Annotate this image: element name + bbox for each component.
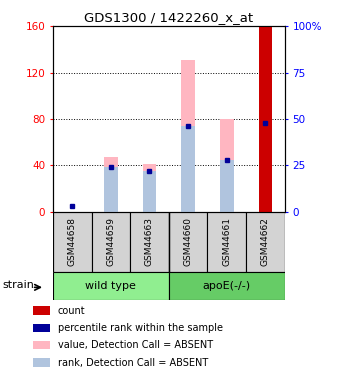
Text: value, Detection Call = ABSENT: value, Detection Call = ABSENT bbox=[58, 340, 213, 350]
Bar bbox=[91, 212, 130, 272]
Bar bbox=[143, 171, 156, 212]
Bar bbox=[33, 306, 50, 315]
Bar bbox=[169, 272, 285, 300]
Bar bbox=[220, 119, 234, 212]
Bar bbox=[207, 212, 246, 272]
Text: strain: strain bbox=[3, 279, 34, 290]
Bar bbox=[220, 160, 234, 212]
Bar bbox=[246, 212, 285, 272]
Bar bbox=[53, 272, 169, 300]
Text: GSM44662: GSM44662 bbox=[261, 217, 270, 266]
Bar bbox=[181, 60, 195, 212]
Text: GSM44659: GSM44659 bbox=[106, 217, 115, 266]
Text: GSM44660: GSM44660 bbox=[183, 217, 193, 266]
Bar bbox=[130, 212, 169, 272]
Text: GSM44658: GSM44658 bbox=[68, 217, 77, 266]
Text: GSM44661: GSM44661 bbox=[222, 217, 231, 266]
Bar bbox=[33, 358, 50, 367]
Text: apoE(-/-): apoE(-/-) bbox=[203, 281, 251, 291]
Bar bbox=[33, 341, 50, 350]
Bar bbox=[143, 164, 156, 212]
Bar bbox=[259, 26, 272, 212]
Bar bbox=[104, 158, 118, 212]
Text: percentile rank within the sample: percentile rank within the sample bbox=[58, 323, 223, 333]
Bar bbox=[169, 212, 207, 272]
Text: wild type: wild type bbox=[85, 281, 136, 291]
Text: count: count bbox=[58, 306, 86, 315]
Text: GSM44663: GSM44663 bbox=[145, 217, 154, 266]
Bar bbox=[53, 212, 91, 272]
Bar bbox=[181, 126, 195, 212]
Text: rank, Detection Call = ABSENT: rank, Detection Call = ABSENT bbox=[58, 358, 208, 368]
Bar bbox=[104, 167, 118, 212]
Title: GDS1300 / 1422260_x_at: GDS1300 / 1422260_x_at bbox=[84, 11, 253, 24]
Bar bbox=[33, 324, 50, 332]
